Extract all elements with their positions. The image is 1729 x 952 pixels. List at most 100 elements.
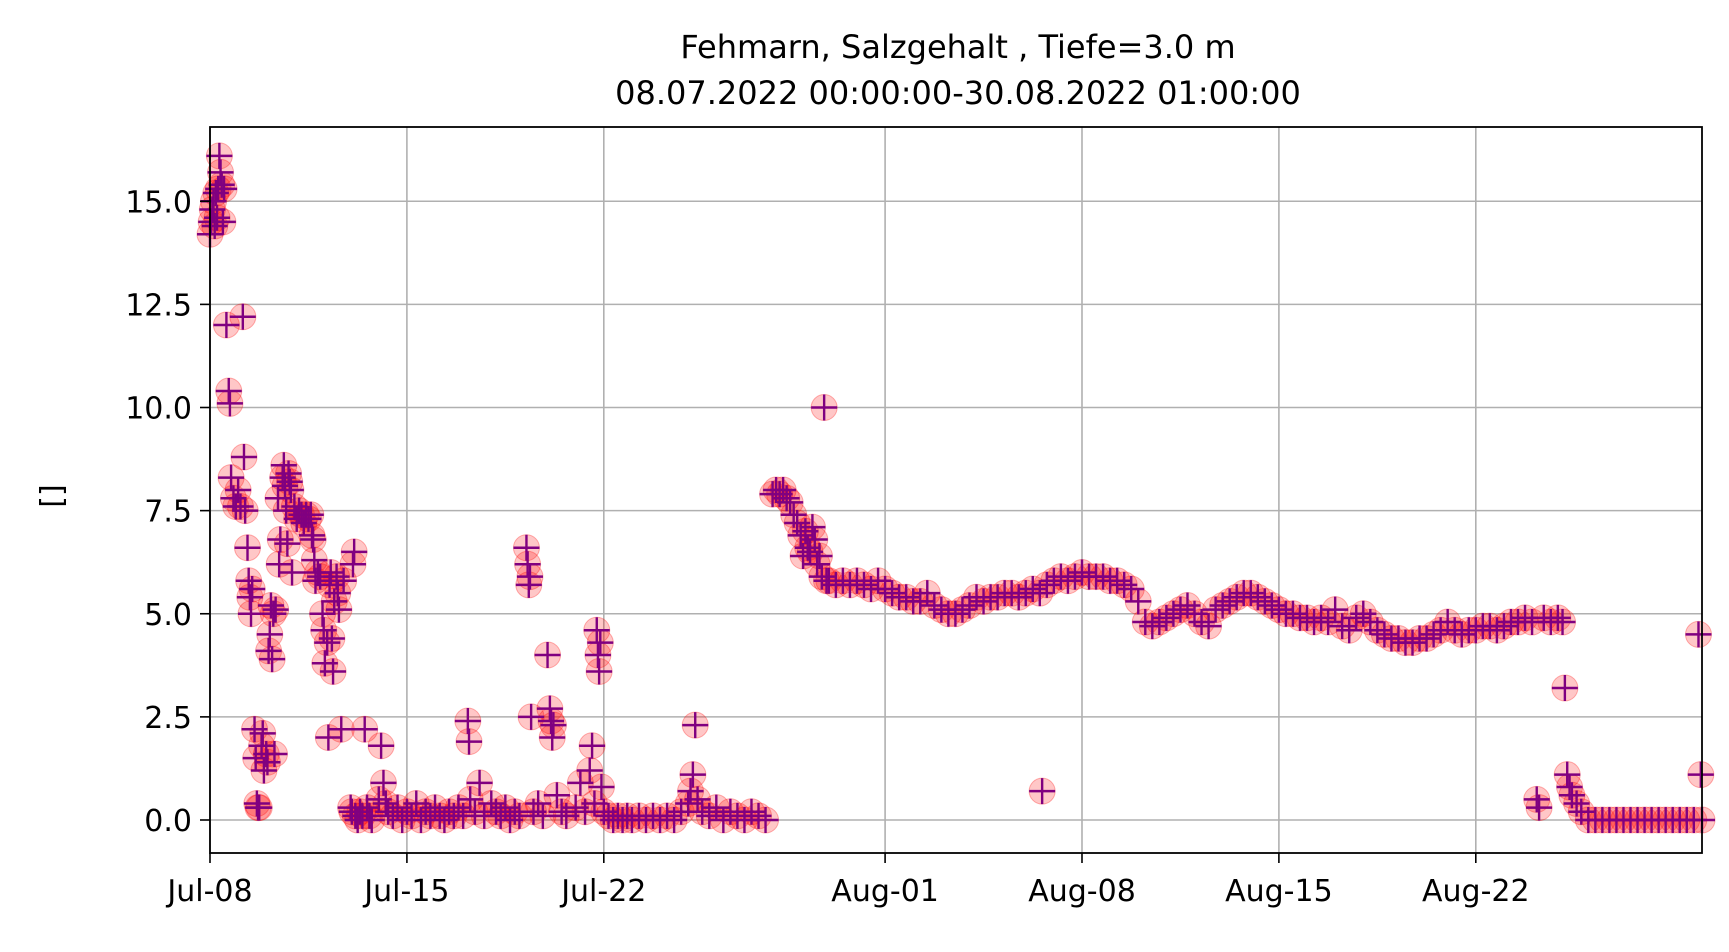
data-point-cross: [272, 472, 299, 499]
data-point-cross: [1251, 588, 1278, 615]
data-point-cross: [1336, 617, 1363, 644]
data-point-cross: [1687, 761, 1714, 788]
data-point-cross: [1019, 576, 1046, 602]
chart-subtitle: 08.07.2022 00:00:00-30.08.2022 01:00:00: [615, 74, 1301, 112]
data-point-cross: [232, 497, 259, 524]
data-point-cross: [811, 394, 838, 421]
data-point-cross: [1399, 629, 1426, 656]
data-point-cross: [1216, 588, 1243, 615]
data-point-cross: [745, 802, 772, 829]
data-point-cross: [216, 390, 243, 417]
chart-title: Fehmarn, Salzgehalt , Tiefe=3.0 m: [680, 28, 1235, 66]
data-point-cross: [1258, 592, 1285, 619]
data-point-cross: [879, 580, 906, 607]
x-tick-label: Jul-22: [559, 874, 646, 909]
data-point-cross: [260, 600, 287, 627]
data-point-cross: [752, 807, 779, 833]
data-point-cross: [1329, 613, 1356, 640]
data-point-cross: [525, 790, 552, 817]
data-point-cross: [506, 802, 533, 829]
data-point-cross: [239, 576, 266, 602]
x-tick-label: Jul-08: [165, 874, 252, 909]
data-point-cross: [262, 596, 289, 623]
data-point-cross: [213, 312, 240, 338]
x-tick-label: Aug-22: [1422, 874, 1530, 909]
data-point-cross: [218, 464, 245, 491]
data-point-cross: [1244, 584, 1271, 611]
data-point-cross: [1125, 588, 1152, 615]
data-point-cross: [1308, 604, 1335, 631]
data-point-cross: [238, 600, 265, 627]
data-point-cross: [356, 802, 383, 829]
data-point-cross: [684, 786, 711, 813]
data-point-cross: [225, 477, 252, 503]
data-point-cross: [1118, 576, 1145, 602]
data-point-cross: [230, 444, 257, 470]
data-point-cross: [370, 769, 397, 796]
data-point-cross: [689, 798, 716, 825]
axes: Jul-08 Jul-15 Jul-22 Aug-01 Aug-08 Aug-15 Aug-…: [125, 185, 1529, 909]
data-point-cross: [1237, 580, 1264, 607]
data-point-cross: [872, 576, 899, 602]
data-point-cross: [267, 526, 294, 553]
data-point-cross: [368, 732, 395, 759]
data-point-cross: [679, 761, 706, 788]
data-point-cross: [1265, 596, 1292, 623]
data-point-cross: [518, 703, 545, 730]
data-point-cross: [314, 629, 341, 656]
data-point-cross: [949, 596, 976, 623]
data-point-cross: [914, 580, 941, 607]
data-point-cross: [808, 563, 835, 590]
data-point-cross: [256, 621, 283, 648]
data-point-cross: [801, 526, 828, 553]
data-point-cross: [850, 571, 877, 598]
x-tick-label: Jul-15: [362, 874, 449, 909]
data-point-cross: [1146, 609, 1173, 635]
data-point-cross: [279, 559, 306, 586]
data-point-cross: [274, 530, 301, 557]
data-point-cross: [1033, 571, 1060, 598]
data-point-cross: [1413, 625, 1440, 652]
data-point-cross: [1068, 559, 1095, 586]
data-point-cross: [1188, 609, 1215, 635]
data-point-cross: [1054, 567, 1081, 594]
data-point-cross: [1139, 613, 1166, 640]
data-point-cross: [548, 798, 575, 825]
data-point-cross: [1202, 596, 1229, 623]
data-point-cross: [1364, 617, 1391, 644]
data-point-cross: [970, 588, 997, 615]
data-point-cross: [799, 514, 826, 541]
data-point-cross: [579, 732, 606, 759]
data-point-cross: [234, 534, 261, 561]
data-point-cross: [318, 625, 345, 652]
data-point-cross: [540, 712, 567, 739]
data-point-cross: [358, 807, 385, 833]
data-point-cross: [227, 493, 254, 520]
data-point-cross: [806, 543, 833, 569]
data-point-cross: [249, 720, 276, 747]
y-tick-label: 12.5: [125, 288, 192, 323]
y-axis-label: []: [35, 484, 70, 507]
x-tick-label: Aug-01: [831, 874, 939, 909]
data-point-cross: [942, 600, 969, 627]
data-point-cross: [1111, 571, 1138, 598]
data-point-cross: [893, 584, 920, 611]
data-point-cross: [1483, 617, 1510, 644]
data-point-cross: [457, 786, 484, 813]
data-point-cross: [529, 802, 556, 829]
data-point-cross: [682, 712, 709, 739]
data-point-cross: [588, 774, 615, 800]
data-point-cross: [330, 567, 357, 594]
data-point-cross: [259, 646, 286, 673]
data-point-cross: [1448, 621, 1475, 648]
data-point-cross: [341, 538, 368, 565]
data-point-cross: [1195, 613, 1222, 640]
data-point-cross: [576, 757, 603, 784]
data-point-cross: [543, 782, 570, 809]
data-point-cross: [1315, 609, 1342, 635]
data-point-cross: [516, 563, 543, 590]
y-tick-label: 2.5: [144, 701, 192, 736]
data-point-cross: [246, 794, 273, 821]
data-point-cross: [1526, 794, 1553, 821]
